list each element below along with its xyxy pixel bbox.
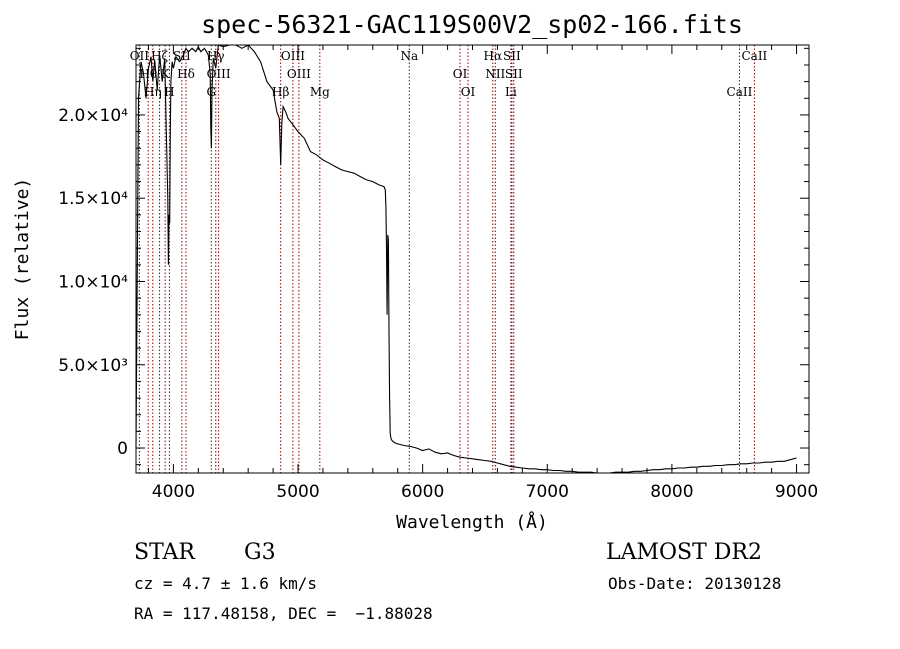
x-tick-label: 8000 — [650, 482, 693, 502]
line-marker-label: OIII — [287, 67, 311, 81]
coordinates: RA = 117.48158, DEC = −1.88028 — [134, 604, 433, 623]
line-markers — [138, 45, 755, 473]
line-marker-label: SII — [505, 67, 523, 81]
y-tick-label: 1.5×10⁴ — [58, 189, 128, 209]
line-marker-label: NII — [485, 67, 505, 81]
chart-title: spec-56321-GAC119S00V2_sp02-166.fits — [201, 10, 743, 39]
line-marker-label: OIII — [281, 49, 305, 63]
x-tick-label: 7000 — [526, 482, 569, 502]
x-axis-ticks: 4000 5000 6000 7000 8000 9000 — [147, 45, 818, 502]
observation-date: Obs-Date: 20130128 — [608, 574, 782, 593]
x-tick-label: 4000 — [152, 482, 195, 502]
object-subclass: G3 — [244, 540, 276, 565]
line-marker-label: Hα — [484, 49, 503, 63]
y-tick-label: 1.0×10⁴ — [58, 272, 128, 292]
line-marker-label: CaII — [741, 49, 767, 63]
y-tick-label: 5.0×10³ — [58, 356, 128, 376]
object-class: STAR — [134, 540, 195, 565]
line-marker-label: Hδ — [177, 67, 195, 81]
y-axis-ticks: 0 5.0×10³ 1.0×10⁴ 1.5×10⁴ 2.0×10⁴ — [58, 47, 809, 466]
line-marker-label: OI — [453, 67, 468, 81]
line-marker-label: CaII — [727, 85, 753, 99]
line-marker-labels: OIIHθHηHζKHSIIHδGHγOIIIHβOIIIOIIIMgNaOIO… — [130, 49, 768, 99]
line-marker-label: Li — [505, 85, 517, 99]
y-tick-label: 2.0×10⁴ — [58, 106, 128, 126]
line-marker-label: OII — [130, 49, 150, 63]
line-marker-label: OI — [461, 85, 476, 99]
line-marker-label: Na — [400, 49, 418, 63]
y-tick-label: 0 — [117, 439, 128, 459]
redshift-velocity: cz = 4.7 ± 1.6 km/s — [134, 574, 318, 593]
survey-name: LAMOST DR2 — [606, 540, 762, 565]
x-axis-label: Wavelength (Å) — [396, 511, 548, 533]
line-marker-label: Hγ — [207, 49, 225, 63]
x-tick-label: 9000 — [775, 482, 818, 502]
line-marker-label: G — [206, 85, 216, 99]
line-marker-label: SII — [503, 49, 521, 63]
line-marker-label: H — [164, 85, 174, 99]
spectrum-line — [135, 44, 797, 474]
x-tick-label: 5000 — [276, 482, 319, 502]
plot-frame — [135, 44, 810, 474]
line-marker-label: K — [161, 67, 171, 81]
y-axis-label: Flux (relative) — [12, 178, 33, 341]
x-tick-label: 6000 — [401, 482, 444, 502]
line-marker-label: Mg — [310, 85, 330, 99]
line-marker-label: Hβ — [272, 85, 289, 99]
